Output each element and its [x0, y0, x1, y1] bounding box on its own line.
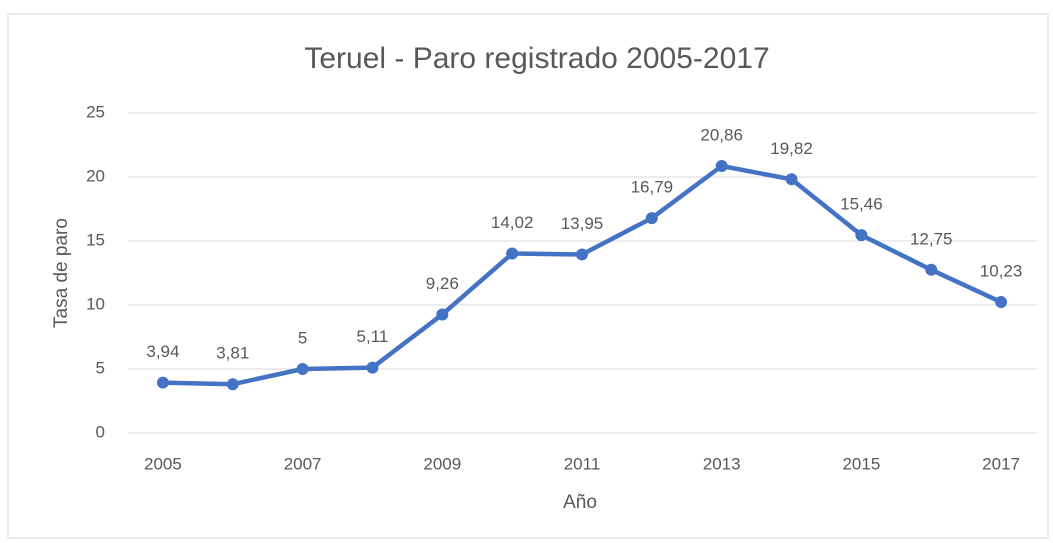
- y-tick-label: 5: [96, 358, 105, 377]
- data-point: [506, 247, 519, 260]
- data-point: [296, 363, 309, 375]
- data-point: [925, 263, 938, 276]
- y-tick-label: 20: [86, 166, 105, 185]
- data-point: [366, 361, 379, 374]
- x-tick-label: 2005: [144, 454, 182, 473]
- data-label: 14,02: [491, 213, 534, 232]
- data-point: [436, 308, 449, 321]
- x-tick-label: 2011: [564, 454, 601, 473]
- data-label: 5,11: [357, 327, 389, 346]
- data-point: [855, 229, 868, 242]
- data-point: [995, 296, 1008, 309]
- data-label: 10,23: [980, 262, 1023, 281]
- x-tick-label: 2009: [423, 454, 461, 473]
- x-tick-label: 2013: [703, 454, 741, 473]
- data-point: [576, 248, 588, 261]
- x-tick-label: 2017: [982, 454, 1020, 473]
- data-label: 20,86: [700, 125, 743, 144]
- data-label: 16,79: [631, 178, 674, 197]
- data-point: [226, 378, 239, 391]
- chart-title: Teruel - Paro registrado 2005-2017: [304, 42, 769, 75]
- data-label: 3,81: [216, 344, 249, 363]
- data-label: 5: [298, 328, 307, 347]
- data-label: 9,26: [426, 274, 459, 293]
- y-tick-label: 10: [86, 294, 105, 313]
- data-label: 12,75: [910, 229, 953, 248]
- data-point: [785, 173, 798, 186]
- data-point: [645, 212, 658, 225]
- x-axis-label: Año: [563, 492, 597, 513]
- y-tick-label: 15: [86, 230, 105, 249]
- data-label: 13,95: [561, 214, 604, 233]
- data-label: 19,82: [770, 139, 813, 158]
- y-tick-label: 0: [96, 422, 105, 441]
- data-label: 3,94: [146, 342, 179, 361]
- data-point: [715, 159, 728, 172]
- y-axis-label: Tasa de paro: [51, 218, 72, 328]
- data-point: [156, 376, 169, 389]
- y-tick-label: 25: [86, 102, 105, 121]
- data-label: 15,46: [840, 195, 883, 214]
- chart-frame: [7, 13, 1049, 539]
- x-tick-label: 2007: [284, 454, 322, 473]
- x-tick-label: 2015: [842, 454, 880, 473]
